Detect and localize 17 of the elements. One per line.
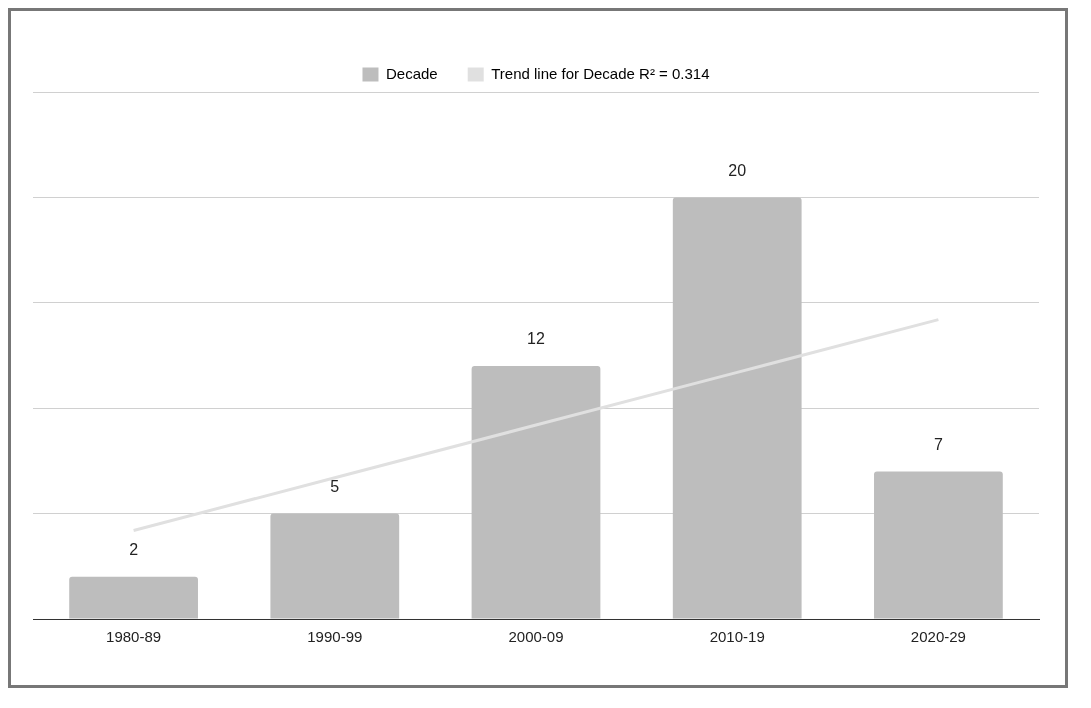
x-tick-label: 2020-29 <box>910 628 966 646</box>
bar <box>270 513 400 619</box>
data-label: 20 <box>728 161 747 179</box>
x-tick-label: 1980-89 <box>106 628 162 646</box>
bar <box>471 366 601 619</box>
data-label: 5 <box>330 478 340 496</box>
data-label: 2 <box>129 541 139 559</box>
bar <box>874 471 1003 619</box>
x-tick-label: 1990-99 <box>307 628 363 646</box>
data-label: 12 <box>527 330 545 348</box>
x-tick-label: 2010-19 <box>709 628 765 646</box>
bar <box>69 576 198 619</box>
bar <box>672 197 802 619</box>
legend-label: Trend line for Decade R² = 0.314 <box>491 64 710 82</box>
data-label: 7 <box>933 435 943 453</box>
legend-label: Decade <box>385 64 438 82</box>
x-tick-label: 2000-09 <box>508 628 564 646</box>
